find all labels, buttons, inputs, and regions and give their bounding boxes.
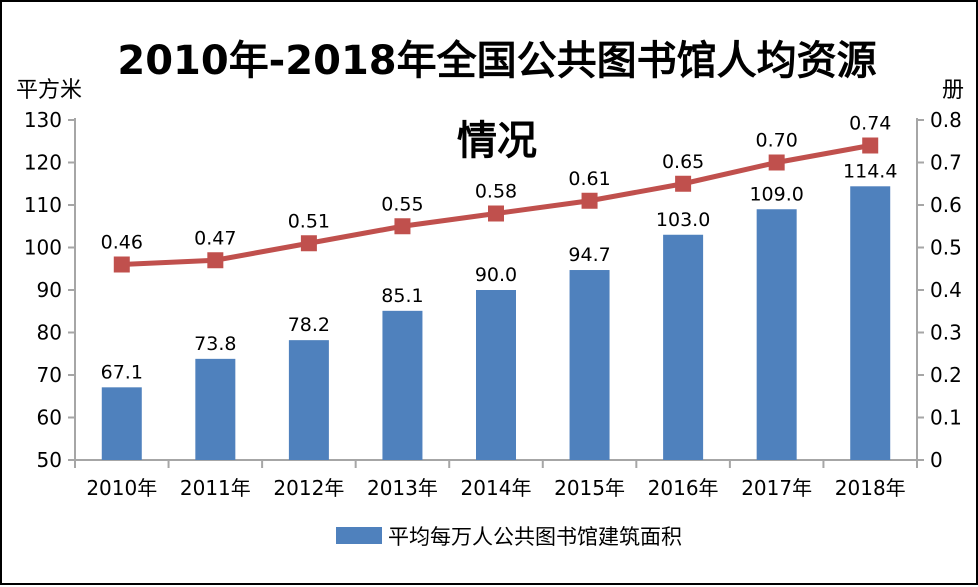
bar bbox=[195, 358, 236, 460]
left-axis-tick-label: 120 bbox=[24, 151, 62, 175]
left-axis-tick-label: 90 bbox=[37, 278, 62, 302]
legend-bar-label: 平均每万人公共图书馆建筑面积 bbox=[388, 525, 682, 549]
x-axis-category-label: 2014年 bbox=[461, 476, 532, 500]
bar-value-label: 78.2 bbox=[288, 314, 330, 336]
line-value-label: 0.46 bbox=[101, 232, 143, 254]
left-axis-tick-label: 130 bbox=[24, 108, 62, 132]
line-marker bbox=[207, 252, 224, 269]
bar-value-label: 103.0 bbox=[656, 209, 710, 231]
bar bbox=[382, 310, 423, 460]
left-axis-unit-label: 平方米 bbox=[16, 78, 82, 103]
right-axis-unit-label: 册 bbox=[942, 78, 964, 103]
right-axis-tick-label: 0.2 bbox=[930, 363, 962, 387]
line-marker bbox=[675, 175, 692, 192]
bar-value-label: 73.8 bbox=[194, 333, 236, 355]
bar-value-label: 114.4 bbox=[843, 160, 897, 182]
chart-title-line2: 情况 bbox=[457, 118, 537, 164]
right-axis-tick-label: 0 bbox=[930, 448, 943, 472]
legend: 平均每万人公共图书馆建筑面积 bbox=[336, 525, 682, 549]
line-value-label: 0.70 bbox=[756, 130, 798, 152]
bar bbox=[756, 209, 797, 460]
bar-value-label: 90.0 bbox=[475, 264, 517, 286]
legend-bar-swatch bbox=[336, 527, 382, 544]
bar bbox=[569, 270, 610, 460]
x-axis-category-label: 2015年 bbox=[554, 476, 625, 500]
line-marker bbox=[768, 154, 785, 171]
bar-value-label: 67.1 bbox=[101, 361, 143, 383]
left-axis-tick-label: 100 bbox=[24, 236, 62, 260]
bar-value-label: 85.1 bbox=[381, 285, 423, 307]
x-axis-category-label: 2010年 bbox=[86, 476, 157, 500]
line-marker bbox=[581, 192, 598, 209]
line-value-label: 0.58 bbox=[475, 181, 517, 203]
line-value-label: 0.51 bbox=[288, 210, 330, 232]
right-axis-tick-label: 0.4 bbox=[930, 278, 962, 302]
right-axis-tick-label: 0.5 bbox=[930, 236, 962, 260]
x-axis-category-label: 2013年 bbox=[367, 476, 438, 500]
plot-area: 130 0.8 120 0.7 110 0.6 100 0.5 90 0.4 80 0.3 70 0.2 6… bbox=[24, 108, 962, 500]
line-marker bbox=[862, 137, 879, 154]
left-axis-tick-label: 50 bbox=[37, 448, 62, 472]
line-value-label: 0.61 bbox=[568, 168, 610, 190]
x-axis-category-label: 2017年 bbox=[741, 476, 812, 500]
bar-value-label: 94.7 bbox=[568, 244, 610, 266]
bar bbox=[850, 186, 891, 461]
left-axis-tick-label: 110 bbox=[24, 193, 62, 217]
x-axis-category-label: 2011年 bbox=[180, 476, 251, 500]
bar bbox=[476, 290, 516, 460]
left-axis-tick-label: 60 bbox=[37, 406, 62, 430]
line-marker bbox=[394, 218, 411, 235]
line-value-label: 0.74 bbox=[849, 113, 891, 135]
x-axis-category-label: 2018年 bbox=[835, 476, 906, 500]
chart-title-line1: 2010年-2018年全国公共图书馆人均资源 bbox=[117, 38, 876, 84]
left-axis-tick-label: 70 bbox=[37, 363, 62, 387]
right-axis-tick-label: 0.6 bbox=[930, 193, 962, 217]
right-axis-tick-label: 0.1 bbox=[930, 406, 962, 430]
right-axis-tick-label: 0.3 bbox=[930, 321, 962, 345]
x-axis-category-label: 2016年 bbox=[648, 476, 719, 500]
bar bbox=[288, 340, 329, 460]
x-axis-category-label: 2012年 bbox=[273, 476, 344, 500]
line-marker bbox=[300, 235, 317, 252]
line-value-label: 0.47 bbox=[194, 227, 236, 249]
line-value-label: 0.65 bbox=[662, 151, 704, 173]
right-axis-tick-label: 0.8 bbox=[930, 108, 962, 132]
bar bbox=[663, 234, 704, 460]
line-marker bbox=[113, 256, 130, 273]
line-marker bbox=[488, 205, 504, 222]
bar bbox=[101, 387, 142, 460]
line-value-label: 0.55 bbox=[381, 193, 423, 215]
right-axis-tick-label: 0.7 bbox=[930, 151, 962, 175]
left-axis-tick-label: 80 bbox=[37, 321, 62, 345]
bar-value-label: 109.0 bbox=[749, 183, 803, 205]
